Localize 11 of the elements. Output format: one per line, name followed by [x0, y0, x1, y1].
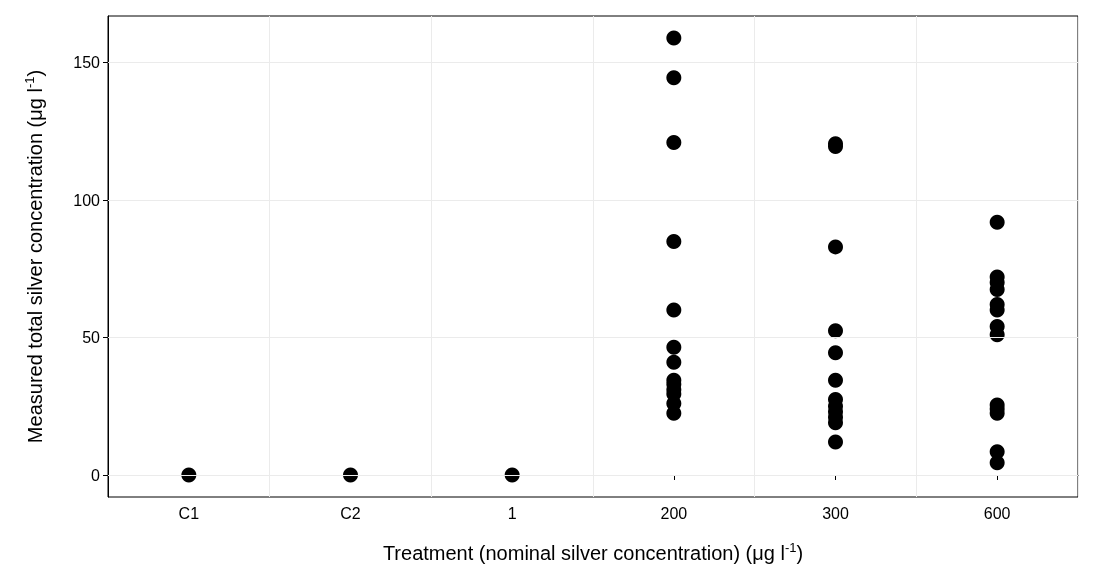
- y-tick-label: 50: [82, 329, 101, 347]
- x-tick-label: 600: [983, 504, 1011, 522]
- x-tick-label: 300: [822, 504, 849, 522]
- y-tick-label: 100: [73, 191, 101, 209]
- y-tick-label: 0: [91, 466, 101, 484]
- x-tick-label: C1: [178, 504, 200, 522]
- x-tick-label: 200: [660, 504, 688, 522]
- y-axis-title: Measured total silver concentration (μg l-1): [22, 69, 46, 444]
- x-tick-label: 1: [507, 504, 517, 522]
- y-tick-label: 150: [73, 54, 101, 72]
- x-tick-label: C2: [340, 504, 361, 522]
